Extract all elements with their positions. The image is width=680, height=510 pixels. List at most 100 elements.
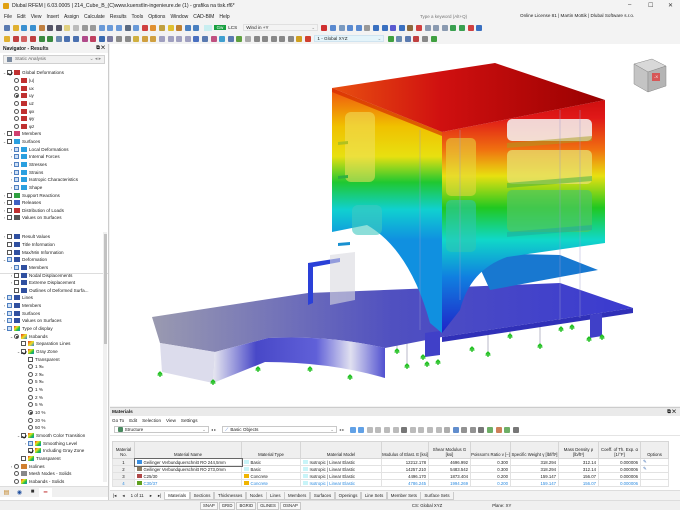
checkbox[interactable] [7, 207, 12, 213]
menu-file[interactable]: File [4, 13, 13, 20]
tree-item[interactable]: › Local Deformations [0, 145, 103, 153]
chevron-right-icon[interactable]: › [10, 177, 13, 183]
chevron-right-icon[interactable]: › [3, 295, 6, 301]
chevron-right-icon[interactable]: › [3, 207, 6, 213]
chevron-down-icon[interactable]: ⌄ [2, 326, 7, 331]
materials-menu-selection[interactable]: Selection [142, 417, 162, 423]
tree-item[interactable]: 2 ‰ [0, 371, 103, 379]
chevron-down-icon[interactable]: ⌄ [2, 70, 7, 76]
tree-item[interactable]: › Releases [0, 199, 103, 207]
checkbox[interactable] [21, 455, 26, 461]
column-header[interactable]: Material Name [134, 441, 242, 459]
tree-item[interactable]: Mesh Nodes - Solids [0, 470, 103, 478]
toolbar-button-icon[interactable] [55, 24, 62, 31]
cell-G[interactable]: 1873.404 [428, 472, 471, 480]
table-tool-icon[interactable] [383, 426, 390, 433]
tree-item[interactable]: 2 % [0, 393, 103, 401]
menu-results[interactable]: Results [109, 13, 127, 20]
radio-button[interactable] [28, 371, 33, 377]
checkbox[interactable] [14, 146, 19, 152]
cell-nu[interactable]: 0.200 [470, 479, 511, 487]
table-tool-icon[interactable] [435, 426, 442, 433]
radio-button[interactable] [14, 108, 19, 114]
toolbar-button-icon[interactable] [422, 35, 429, 42]
toolbar-button-icon[interactable] [12, 24, 19, 31]
tree-item[interactable]: ⌄ Deformation [0, 256, 103, 264]
column-header[interactable]: Poisson's Ratio ν [–] [470, 441, 511, 459]
tree-item[interactable]: › Values on Surfaces [0, 214, 103, 222]
tree-item[interactable]: ⌄ Isobands [0, 332, 103, 340]
tab-openings[interactable]: Openings [334, 491, 362, 500]
table-tool-icon[interactable] [444, 426, 451, 433]
tree-item[interactable]: 5 ‰ [0, 378, 103, 386]
table-row[interactable]: 3 C25/30 Concrete Isotropic | Linear Elasti… [112, 472, 669, 480]
material-type-cell[interactable]: Basic [241, 465, 301, 473]
chevron-right-icon[interactable]: › [3, 215, 6, 221]
toolbar-button-icon[interactable] [355, 24, 362, 31]
chevron-right-icon[interactable]: › [3, 200, 6, 206]
material-type-cell[interactable]: Basic [241, 458, 301, 466]
tree-item[interactable]: Separation Lines [0, 340, 103, 348]
toolbar-button-icon[interactable] [347, 24, 354, 31]
table-tool-icon[interactable] [358, 426, 365, 433]
material-name-cell[interactable]: C30/37 [134, 479, 242, 487]
checkbox[interactable] [14, 280, 19, 286]
toolbar-button-icon[interactable] [158, 35, 165, 42]
column-header[interactable]: Specific Weight γ [lbf/ft³] [510, 441, 559, 459]
material-type-cell[interactable]: Concrete [241, 472, 301, 480]
toolbar-button-icon[interactable] [64, 24, 71, 31]
menu-assign[interactable]: Assign [63, 13, 79, 20]
chevron-right-icon[interactable]: › [10, 146, 13, 152]
chevron-right-icon[interactable]: › [3, 192, 6, 198]
toolbar-button-icon[interactable] [133, 35, 140, 42]
toolbar-button-icon[interactable] [244, 35, 251, 42]
prev-page-button[interactable]: ◂ [122, 492, 125, 498]
column-header[interactable]: Material Model [300, 441, 382, 459]
toolbar-button-icon[interactable] [116, 24, 123, 31]
tree-item[interactable]: ⌄ Global Deformations [0, 69, 103, 77]
table-tool-icon[interactable] [495, 426, 502, 433]
tree-item[interactable]: › Distribution of Loads [0, 207, 103, 215]
view-cube[interactable]: -X [628, 54, 670, 96]
toolbar-button-icon[interactable] [150, 24, 157, 31]
toolbar-button-icon[interactable] [176, 24, 183, 31]
material-name-cell[interactable]: C25/30 [134, 472, 242, 480]
checkbox[interactable] [7, 326, 12, 331]
materials-menu-edit[interactable]: Edit [129, 417, 138, 423]
toggle-osnap[interactable]: OSNAP [279, 501, 301, 510]
toolbar-button-icon[interactable] [424, 24, 431, 31]
cell-E[interactable]: 4496.170 [381, 472, 429, 480]
radio-button[interactable] [28, 364, 33, 370]
table-tool-icon[interactable] [401, 426, 408, 433]
tree-item[interactable]: uy [0, 92, 103, 100]
menu-tools[interactable]: Tools [131, 13, 144, 20]
checkbox[interactable] [14, 162, 19, 167]
cell-nu[interactable]: 0.200 [470, 472, 511, 480]
checkbox[interactable] [14, 272, 19, 278]
toolbar-button-icon[interactable] [407, 24, 414, 31]
chevron-down-icon[interactable]: ⌄ [16, 348, 21, 354]
toolbar-button-icon[interactable] [90, 24, 97, 31]
checkbox[interactable] [14, 177, 19, 183]
tab-thicknesses[interactable]: Thicknesses [213, 491, 247, 500]
table-tool-icon[interactable] [504, 426, 511, 433]
toolbar-button-icon[interactable] [364, 24, 371, 31]
toggle-snap[interactable]: SNAP [200, 501, 218, 510]
radio-button[interactable] [14, 123, 19, 129]
minimize-button[interactable]: – [628, 2, 632, 8]
chevron-right-icon[interactable]: › [3, 318, 6, 324]
tree-item[interactable]: › Result Values [0, 233, 103, 241]
chevron-right-icon[interactable]: › [10, 154, 13, 160]
toolbar-button-icon[interactable] [184, 35, 191, 42]
column-header[interactable]: Shear Modulus G [ksi] [428, 441, 471, 459]
chevron-down-icon[interactable]: ⌄ [16, 432, 21, 438]
tree-item[interactable]: › Members [0, 302, 103, 310]
tree-item[interactable]: 1 % [0, 386, 103, 394]
radio-button[interactable] [28, 425, 33, 431]
toolbar-button-icon[interactable] [381, 24, 388, 31]
table-tool-icon[interactable] [461, 426, 468, 433]
radio-button[interactable] [14, 478, 19, 484]
checkbox[interactable] [21, 348, 26, 354]
cell-E[interactable]: 4786.245 [381, 479, 429, 487]
material-model-cell[interactable]: Isotropic | Linear Elastic [300, 479, 382, 487]
